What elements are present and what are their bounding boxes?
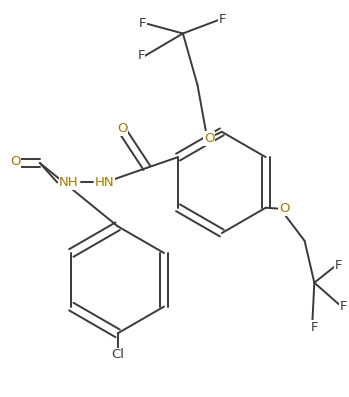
Text: O: O [10,154,21,168]
Text: HN: HN [95,176,115,189]
Text: Cl: Cl [111,348,124,361]
Text: F: F [219,13,227,26]
Text: F: F [139,17,147,30]
Text: O: O [279,202,289,215]
Text: NH: NH [59,176,79,189]
Text: F: F [311,321,318,334]
Text: F: F [137,49,145,62]
Text: F: F [340,300,347,312]
Text: O: O [204,132,214,145]
Text: O: O [117,122,128,135]
Text: F: F [335,259,342,272]
